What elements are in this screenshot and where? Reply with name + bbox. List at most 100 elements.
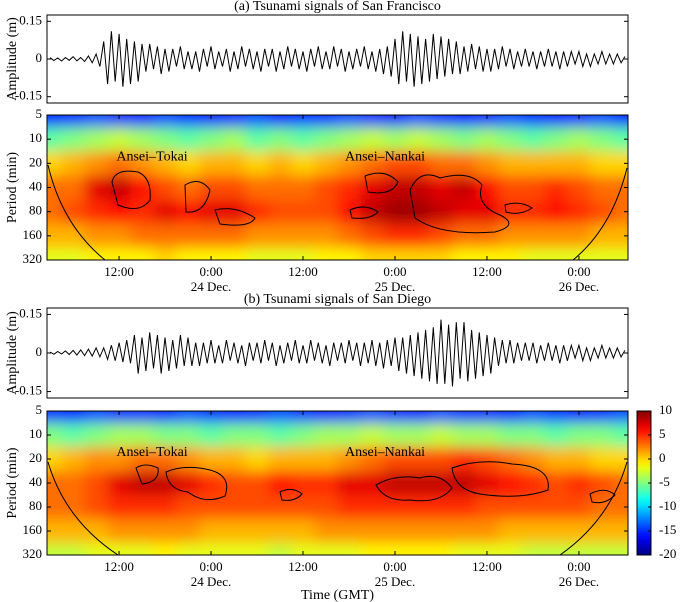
spectrum-cell bbox=[498, 411, 522, 424]
x-tick-label: 0:00 bbox=[383, 559, 406, 574]
spectrum-cell bbox=[613, 447, 628, 472]
y-tick-label: 0.15 bbox=[19, 305, 42, 320]
spectrum-cell bbox=[47, 543, 63, 555]
spectrum-cell bbox=[176, 495, 201, 520]
spectrum-cell bbox=[199, 247, 224, 260]
spectrum-cell bbox=[452, 447, 476, 472]
spectrum-cell bbox=[199, 127, 224, 152]
spectrum-clip bbox=[47, 115, 628, 260]
spectrum-cell bbox=[383, 471, 407, 496]
spectrum-cell bbox=[613, 519, 628, 544]
spectrum-cell bbox=[337, 411, 361, 424]
y-tick-label: 40 bbox=[29, 178, 42, 193]
spectrum-cell bbox=[544, 223, 568, 249]
spectrum-cell bbox=[268, 543, 293, 555]
spectrum-cell bbox=[222, 447, 247, 472]
spectrum-cell bbox=[544, 127, 568, 152]
spectrum-cell bbox=[544, 247, 568, 260]
spectrum-cell bbox=[268, 199, 293, 225]
spectrum-cell bbox=[153, 127, 178, 152]
spectrum-cell bbox=[222, 223, 247, 249]
spectrum-cell bbox=[613, 543, 628, 555]
spectrum-cell bbox=[452, 115, 476, 128]
coi-left bbox=[47, 164, 106, 261]
spectrum-cell bbox=[406, 519, 430, 544]
spectrum-cell bbox=[268, 519, 293, 544]
spectrum-cell bbox=[245, 115, 270, 128]
x-tick-date: 25 Dec. bbox=[375, 279, 415, 294]
spectrum-cell bbox=[567, 543, 591, 555]
spectrum-cell bbox=[222, 471, 247, 496]
spectrum-cell bbox=[47, 519, 63, 544]
spectrum-cell bbox=[383, 115, 407, 128]
spectrum-cell bbox=[61, 199, 86, 225]
spectrum-cell bbox=[590, 223, 614, 249]
spectrum-cell bbox=[84, 223, 109, 249]
spectrum-cell bbox=[107, 115, 132, 128]
spectrum-cell bbox=[590, 411, 614, 424]
spectrum-cell bbox=[153, 115, 178, 128]
spectrum-cell bbox=[590, 495, 614, 520]
spectrum-cell bbox=[406, 495, 430, 520]
spectrum-cell bbox=[544, 423, 568, 448]
waveform bbox=[49, 31, 626, 87]
spectrum-cell bbox=[176, 115, 201, 128]
spectrum-cell bbox=[314, 423, 338, 448]
spectrum-cell bbox=[452, 223, 476, 249]
spectrum-cell bbox=[498, 447, 522, 472]
spectrum-cell bbox=[84, 471, 109, 496]
spectrum-cell bbox=[291, 423, 316, 448]
spectrum-cell bbox=[130, 519, 155, 544]
spectrum-cell bbox=[291, 495, 316, 520]
spectrum-cell bbox=[360, 447, 384, 472]
panel-frame bbox=[46, 410, 629, 556]
spectrum-cell bbox=[84, 199, 109, 225]
x-tick-label: 0:00 bbox=[199, 264, 222, 279]
x-tick-label: 12:00 bbox=[472, 264, 502, 279]
spectrum-cell bbox=[199, 471, 224, 496]
spectrum-cell bbox=[337, 115, 361, 128]
spectrum-cell bbox=[521, 423, 545, 448]
spectrum-cell bbox=[613, 127, 628, 152]
spectrum-cell bbox=[84, 447, 109, 472]
spectrum-cell bbox=[61, 175, 86, 201]
spectrum-cell bbox=[429, 543, 453, 555]
spectrum-cell bbox=[360, 175, 384, 201]
spectrum-cell bbox=[383, 495, 407, 520]
spectrum-cell bbox=[383, 543, 407, 555]
spectrum-cell bbox=[360, 471, 384, 496]
spectrum-cell bbox=[567, 199, 591, 225]
spectrum-cell bbox=[337, 199, 361, 225]
spectrum-cell bbox=[84, 115, 109, 128]
spectrum-cell bbox=[47, 247, 63, 260]
spectrum-cell bbox=[613, 199, 628, 225]
spectrum-cell bbox=[613, 223, 628, 249]
contour bbox=[375, 475, 453, 502]
spectrum-cell bbox=[429, 151, 453, 176]
spectrum-cell bbox=[360, 199, 384, 225]
spectrum-cell bbox=[268, 127, 293, 152]
spectrum-cell bbox=[567, 519, 591, 544]
spectrum-cell bbox=[291, 519, 316, 544]
spectrum-cell bbox=[222, 199, 247, 225]
spectrum-cell bbox=[130, 423, 155, 448]
colorbar-tick-label: 5 bbox=[659, 426, 666, 441]
y-tick-label: 0 bbox=[36, 344, 43, 359]
spectrum-cell bbox=[84, 247, 109, 260]
spectrum-cell bbox=[268, 247, 293, 260]
spectrum-cell bbox=[130, 471, 155, 496]
spectrum-cell bbox=[130, 247, 155, 260]
y-tick-label: 20 bbox=[29, 154, 42, 169]
spectrum-cell bbox=[199, 447, 224, 472]
spectrum-cell bbox=[360, 247, 384, 260]
spectrum-cell bbox=[475, 543, 499, 555]
spectrum-cell bbox=[153, 543, 178, 555]
spectrum-cell bbox=[84, 423, 109, 448]
contour bbox=[214, 208, 256, 226]
spectrum-cell bbox=[498, 471, 522, 496]
spectrum-cell bbox=[383, 175, 407, 201]
spectrum bbox=[47, 115, 628, 260]
spectrum-cell bbox=[337, 519, 361, 544]
spectrum-cell bbox=[406, 423, 430, 448]
